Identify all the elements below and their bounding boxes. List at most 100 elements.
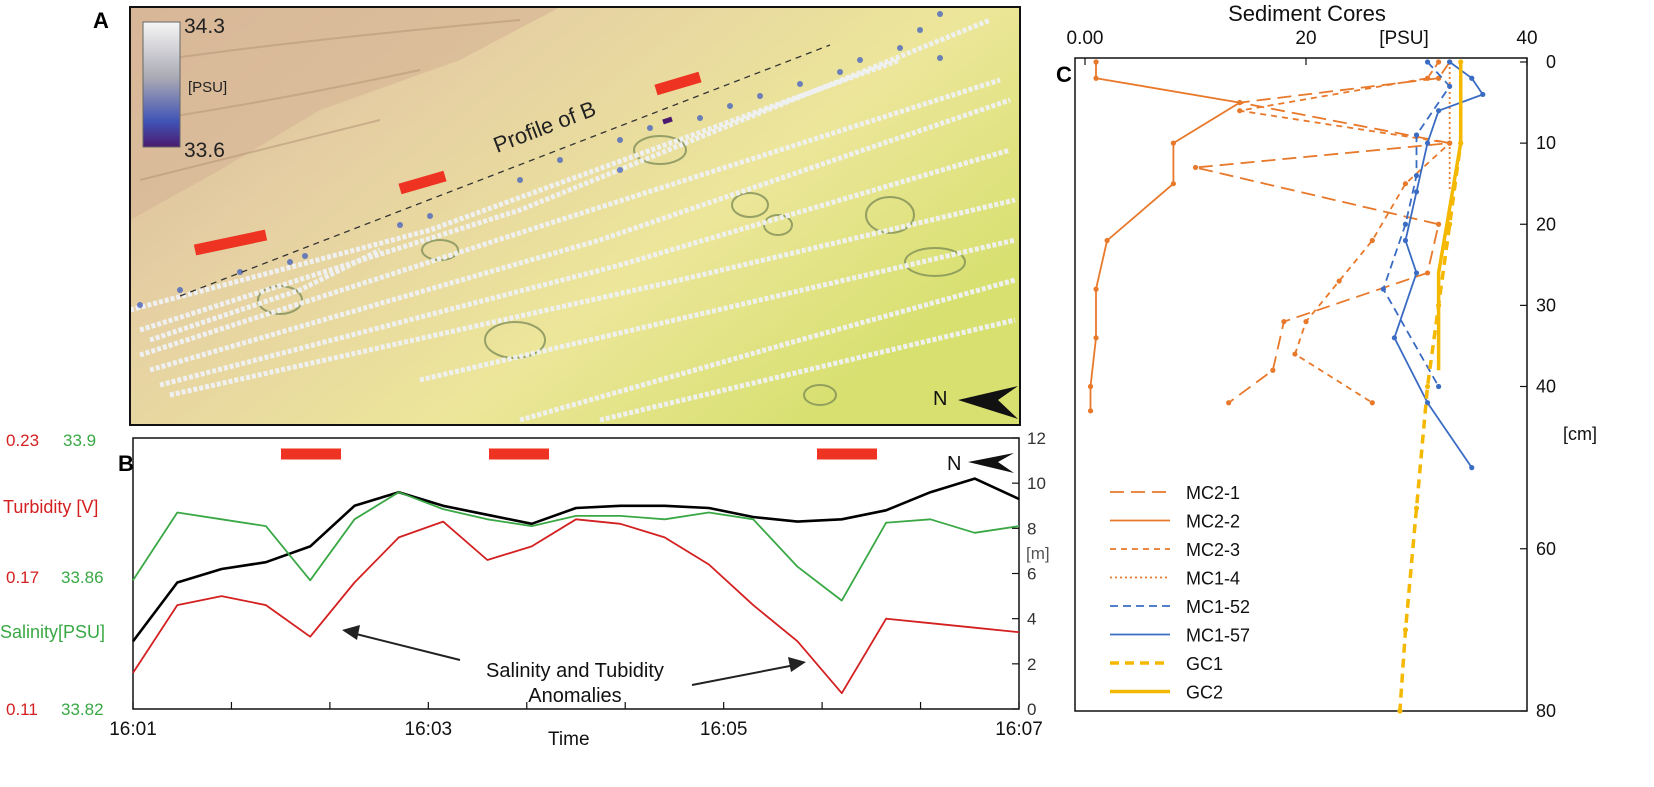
core-mc2-2-point: [1104, 237, 1110, 244]
core-gc1-point: [1413, 505, 1420, 511]
panel-a: A: [93, 6, 1021, 426]
core-mc2-3-point: [1369, 400, 1375, 406]
legend-label: MC1-57: [1186, 626, 1250, 646]
legend-label: GC1: [1186, 654, 1223, 674]
core-mc2-2-point: [1093, 335, 1099, 341]
core-mc1-57-point: [1424, 400, 1431, 406]
depth-tick-label: 6: [1027, 565, 1036, 584]
core-mc2-2-point: [1087, 383, 1094, 390]
core-gc1-line: [1398, 62, 1463, 712]
salinity-x-tick-label: 20: [1295, 28, 1316, 49]
anomaly-annotation: Salinity and Tubidity Anomalies: [342, 625, 806, 707]
depth-tick-label: 8: [1027, 519, 1036, 538]
core-mc2-1-point: [1424, 270, 1431, 276]
core-mc2-1-point: [1192, 164, 1199, 171]
annotation-arrowhead-right: [788, 657, 806, 672]
core-mc2-3-point: [1237, 108, 1243, 114]
core-mc1-52-point: [1447, 83, 1453, 89]
core-mc2-3-point: [1402, 181, 1409, 187]
depth-tick-label: 0: [1027, 700, 1036, 719]
salinity-axis-name: Salinity: [0, 622, 58, 642]
time-series: [131, 477, 1020, 695]
core-mc1-57-point: [1402, 237, 1409, 244]
salinity-x-tick-label: 40: [1516, 28, 1537, 49]
core-mc2-1-point: [1226, 400, 1232, 406]
core-mc1-52-point: [1380, 286, 1386, 292]
core-mc2-1-point: [1436, 221, 1442, 227]
depth-tick-label: 10: [1027, 474, 1046, 493]
north-label-b: N: [947, 453, 961, 475]
salinity-tick: 33.9: [63, 431, 96, 450]
lowest-salinity-marker: [662, 116, 673, 125]
core-mc2-2-point: [1093, 75, 1099, 81]
core-mc2-2-point: [1170, 181, 1176, 187]
core-mc1-57-point: [1469, 75, 1475, 81]
turbidity-tick: 0.17: [6, 568, 39, 587]
core-depth-tick-label: 80: [1536, 701, 1556, 721]
core-mc2-3-point: [1336, 278, 1342, 284]
annotation-line-1: Salinity and Tubidity: [486, 660, 664, 682]
core-mc2-3-point: [1369, 237, 1375, 244]
time-tick-label: 16:01: [109, 719, 157, 740]
depth-axis: 0 2 4 6 8 10 12: [1012, 429, 1046, 719]
colorbar-min-label: 33.6: [184, 139, 225, 162]
time-tick-label: 16:07: [995, 719, 1043, 740]
ctd-survey-tracks: [129, 17, 1016, 423]
turbidity-axis-label: Turbidity [V]: [3, 497, 98, 517]
legend: MC2-1 MC2-2 MC2-3 MC1-4 MC1-52 MC1-57 GC1 GC2: [1110, 483, 1250, 703]
time-axis-label: Time: [548, 729, 590, 750]
core-mc1-57-point: [1391, 335, 1397, 341]
core-mc2-2-point: [1087, 408, 1094, 414]
core-depth-tick-label: 60: [1536, 539, 1556, 559]
core-mc1-57-point: [1424, 140, 1431, 146]
core-mc2-2-point: [1093, 286, 1099, 292]
core-mc2-3-point: [1436, 59, 1442, 65]
core-depth-unit: [cm]: [1563, 424, 1597, 444]
core-mc1-52-point: [1436, 383, 1442, 390]
salinity-colorbar: 34.3 [PSU] 33.6: [142, 15, 227, 162]
legend-label: MC2-3: [1186, 540, 1240, 560]
turbidity-tick: 0.23: [6, 431, 39, 450]
colorbar-max-label: 34.3: [184, 15, 225, 38]
panel-letter-c: C: [1056, 62, 1072, 87]
core-mc2-3-line: [1238, 61, 1451, 404]
turbidity-tick: 0.11: [6, 700, 38, 719]
salinity-tick: 33.86: [61, 568, 104, 587]
annotation-line-2: Anomalies: [528, 685, 621, 707]
core-mc1-52-point: [1424, 59, 1431, 65]
colorbar-unit-label: [PSU]: [188, 79, 227, 96]
core-mc2-1-point: [1281, 319, 1287, 325]
core-mc1-57-point: [1447, 59, 1453, 65]
panel-b: B 0.23 33.9 0.17 33.86 0.11 33.82 Turbid…: [0, 429, 1050, 750]
seafloor-map: Profile of B: [129, 7, 1020, 425]
depth-tick-label: 12: [1027, 429, 1046, 448]
salinity-x-unit: [PSU]: [1379, 28, 1429, 49]
time-axis: 16:01 16:03 16:05 16:07: [109, 702, 1043, 740]
turbidity-axis-unit: [V]: [76, 497, 98, 517]
core-mc2-2-point: [1170, 140, 1176, 146]
turbidity-axis-name: Turbidity: [3, 497, 71, 517]
core-mc2-1-point: [1436, 75, 1442, 81]
core-gc1-point: [1424, 383, 1431, 390]
core-gc1-point: [1402, 627, 1409, 633]
salinity-axis-unit: [PSU]: [58, 622, 105, 642]
plot-frame-b: [132, 437, 1020, 710]
core-mc2-3-point: [1424, 75, 1431, 81]
north-arrow-b: N: [947, 453, 1014, 475]
north-label-a: N: [933, 388, 947, 410]
core-gc1-point: [1397, 708, 1403, 714]
legend-label: MC2-2: [1186, 512, 1240, 532]
core-mc1-57-point: [1469, 465, 1475, 471]
panel-letter-b: B: [118, 451, 134, 476]
salinity-x-tick-label: 0.00: [1067, 28, 1104, 49]
map-highlight-bars: [193, 71, 702, 256]
core-mc1-52-point: [1402, 221, 1409, 227]
core-mc1-57-point: [1413, 189, 1420, 195]
core-mc1-52-point: [1413, 132, 1420, 138]
depth-axis-unit: [m]: [1026, 544, 1050, 563]
north-arrow-icon: [968, 453, 1014, 473]
plot-frame-c: [1074, 57, 1528, 712]
salinity-tick: 33.82: [61, 700, 104, 719]
core-mc2-2-line: [1089, 62, 1241, 411]
